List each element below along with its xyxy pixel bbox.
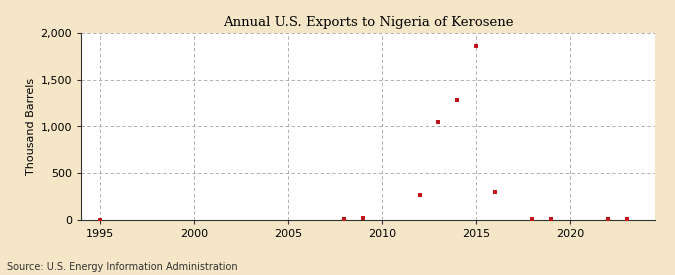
Title: Annual U.S. Exports to Nigeria of Kerosene: Annual U.S. Exports to Nigeria of Kerose…	[223, 16, 513, 29]
Y-axis label: Thousand Barrels: Thousand Barrels	[26, 78, 36, 175]
Text: Source: U.S. Energy Information Administration: Source: U.S. Energy Information Administ…	[7, 262, 238, 272]
Point	[470, 44, 481, 48]
Point	[621, 217, 632, 221]
Point	[433, 120, 444, 124]
Point	[452, 98, 462, 103]
Point	[489, 190, 500, 194]
Point	[414, 192, 425, 197]
Point	[546, 217, 557, 221]
Point	[527, 217, 538, 221]
Point	[358, 216, 369, 220]
Point	[339, 216, 350, 221]
Point	[602, 217, 613, 221]
Point	[95, 217, 105, 222]
